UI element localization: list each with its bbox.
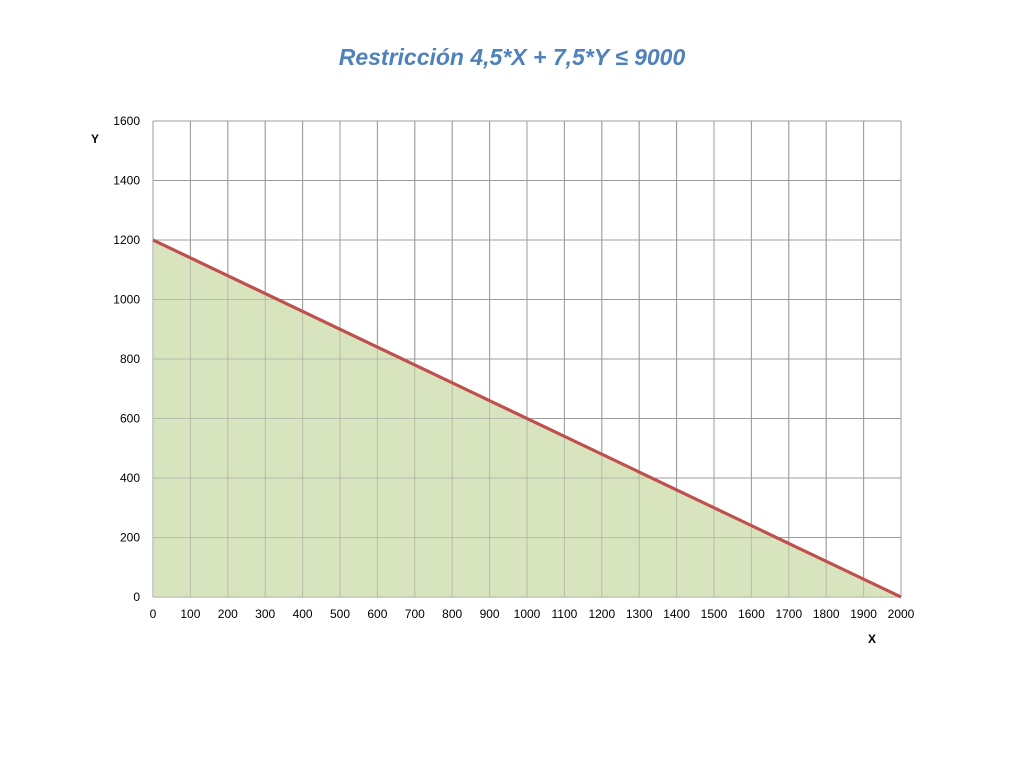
y-tick-label: 1000 [113,293,140,307]
x-tick-label: 400 [293,607,313,621]
x-tick-label: 1300 [626,607,653,621]
y-tick-label: 1600 [113,114,140,128]
x-tick-label: 100 [180,607,200,621]
x-axis-ticks: 0 100 200 300 400 500 600 700 800 900 1000 1100 1200… [150,607,915,621]
x-tick-label: 200 [218,607,238,621]
y-tick-label: 400 [120,471,140,485]
x-tick-label: 500 [330,607,350,621]
y-tick-label: 1400 [113,174,140,188]
y-axis-ticks: 0 200 400 600 800 1000 1200 1400 1600 [113,114,140,604]
y-tick-label: 200 [120,531,140,545]
x-tick-label: 1100 [551,607,577,621]
x-tick-label: 1400 [663,607,690,621]
x-tick-label: 700 [405,607,425,621]
x-tick-label: 600 [367,607,387,621]
chart-title: Restricción 4,5*X + 7,5*Y ≤ 9000 [338,44,686,70]
y-axis-title: Y [91,132,99,146]
constraint-line-top [152,238,902,599]
x-tick-label: 1000 [514,607,541,621]
area-layer [152,120,902,599]
x-tick-label: 2000 [888,607,915,621]
y-tick-label: 800 [120,352,140,366]
x-tick-label: 1800 [813,607,840,621]
y-tick-label: 0 [133,590,140,604]
x-axis-title: X [868,632,876,646]
y-tick-label: 600 [120,412,140,426]
x-tick-label: 300 [255,607,275,621]
y-tick-label: 1200 [113,233,140,247]
x-tick-label: 800 [442,607,462,621]
x-tick-label: 1600 [738,607,765,621]
x-tick-label: 0 [150,607,157,621]
x-tick-label: 1900 [850,607,877,621]
x-tick-label: 1500 [701,607,728,621]
x-tick-label: 1200 [588,607,615,621]
x-tick-label: 900 [480,607,500,621]
x-tick-label: 1700 [775,607,802,621]
